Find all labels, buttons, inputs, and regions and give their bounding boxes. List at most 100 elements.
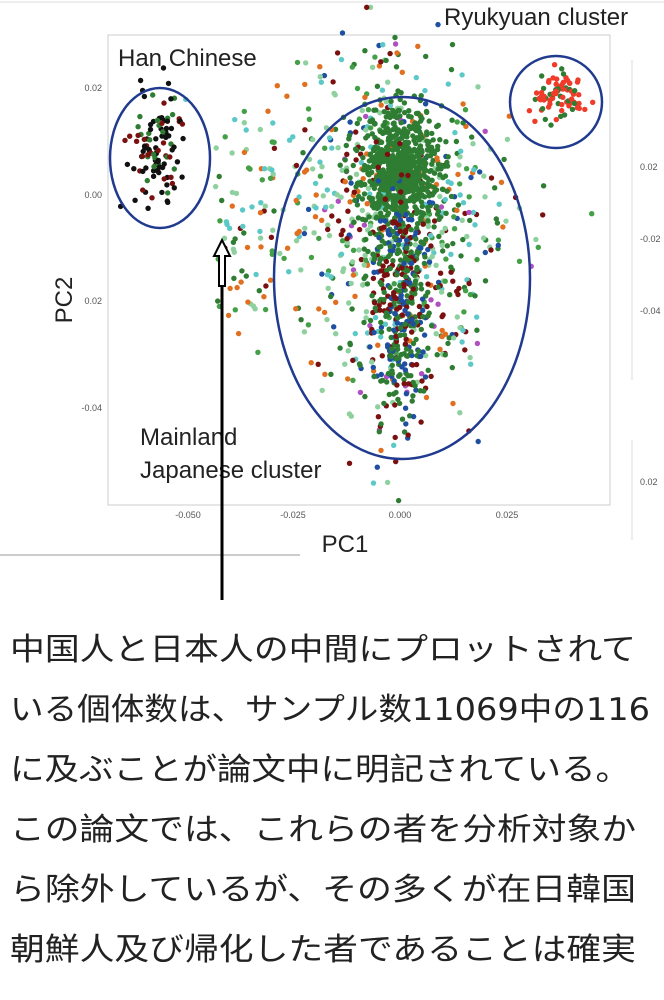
- point: [481, 173, 487, 179]
- point: [284, 245, 291, 251]
- point: [363, 273, 369, 279]
- paragraph-line: この論文では、これらの者を分析対象か: [10, 812, 636, 848]
- point: [440, 174, 446, 181]
- point: [402, 255, 409, 261]
- point: [468, 174, 474, 181]
- point: [401, 351, 407, 357]
- point: [437, 137, 443, 143]
- point: [439, 186, 446, 192]
- point: [442, 196, 448, 203]
- point: [470, 209, 476, 216]
- point: [425, 223, 431, 230]
- point: [235, 330, 242, 337]
- point: [410, 154, 417, 161]
- point: [165, 199, 171, 205]
- point: [367, 125, 374, 131]
- point: [390, 152, 396, 159]
- point: [215, 298, 221, 304]
- point: [412, 126, 419, 132]
- y-axis-title: PC2: [51, 277, 78, 324]
- point: [339, 238, 346, 244]
- point: [406, 381, 412, 387]
- point: [217, 218, 223, 224]
- point: [376, 302, 382, 308]
- point: [258, 200, 264, 206]
- point: [364, 4, 370, 10]
- point: [308, 360, 314, 366]
- point: [488, 247, 494, 253]
- point: [560, 94, 566, 101]
- point: [378, 102, 384, 108]
- point: [144, 177, 150, 184]
- point: [401, 281, 407, 288]
- point: [401, 429, 408, 435]
- point: [431, 218, 438, 224]
- point: [391, 378, 397, 384]
- point: [168, 96, 174, 102]
- point: [168, 174, 174, 180]
- point: [550, 90, 557, 97]
- point: [384, 151, 391, 157]
- point: [317, 159, 323, 165]
- point: [151, 163, 157, 170]
- point: [568, 96, 575, 102]
- point: [431, 150, 438, 157]
- point: [391, 327, 397, 333]
- point: [169, 111, 176, 118]
- point: [232, 116, 238, 123]
- point: [395, 247, 401, 253]
- point: [171, 185, 177, 191]
- point: [135, 124, 141, 130]
- point: [403, 211, 409, 218]
- point: [412, 120, 418, 126]
- point: [435, 284, 441, 290]
- point: [382, 218, 388, 224]
- point: [303, 60, 309, 66]
- point: [393, 132, 399, 138]
- x-tick-label: 0.000: [389, 510, 412, 520]
- point: [161, 161, 167, 167]
- point: [247, 166, 253, 172]
- point: [454, 314, 460, 320]
- point: [401, 207, 408, 213]
- point: [168, 125, 175, 132]
- point: [390, 258, 396, 264]
- point: [392, 41, 399, 47]
- point: [466, 194, 472, 200]
- point: [381, 272, 388, 279]
- point: [414, 221, 421, 227]
- point: [265, 108, 271, 114]
- point: [229, 203, 235, 209]
- point: [401, 109, 408, 116]
- point: [477, 169, 483, 175]
- point: [412, 204, 418, 210]
- point: [349, 259, 356, 265]
- point: [416, 129, 423, 135]
- point: [127, 133, 133, 139]
- point: [388, 98, 394, 105]
- point: [378, 371, 384, 378]
- plot-frame: [107, 34, 611, 506]
- point: [455, 171, 461, 178]
- point: [405, 216, 412, 223]
- point: [435, 301, 441, 307]
- point: [381, 296, 387, 303]
- point: [443, 139, 449, 145]
- point: [408, 227, 414, 233]
- point: [154, 117, 161, 124]
- point: [334, 50, 341, 56]
- point: [240, 223, 246, 230]
- point: [420, 241, 427, 247]
- point: [423, 185, 429, 191]
- point: [566, 103, 572, 109]
- point: [349, 306, 355, 312]
- point: [325, 222, 331, 228]
- point: [425, 142, 431, 148]
- point: [153, 136, 159, 142]
- point: [328, 293, 334, 300]
- point: [560, 79, 567, 86]
- point: [456, 285, 462, 292]
- point: [561, 112, 568, 118]
- point: [482, 128, 488, 134]
- point: [398, 294, 404, 300]
